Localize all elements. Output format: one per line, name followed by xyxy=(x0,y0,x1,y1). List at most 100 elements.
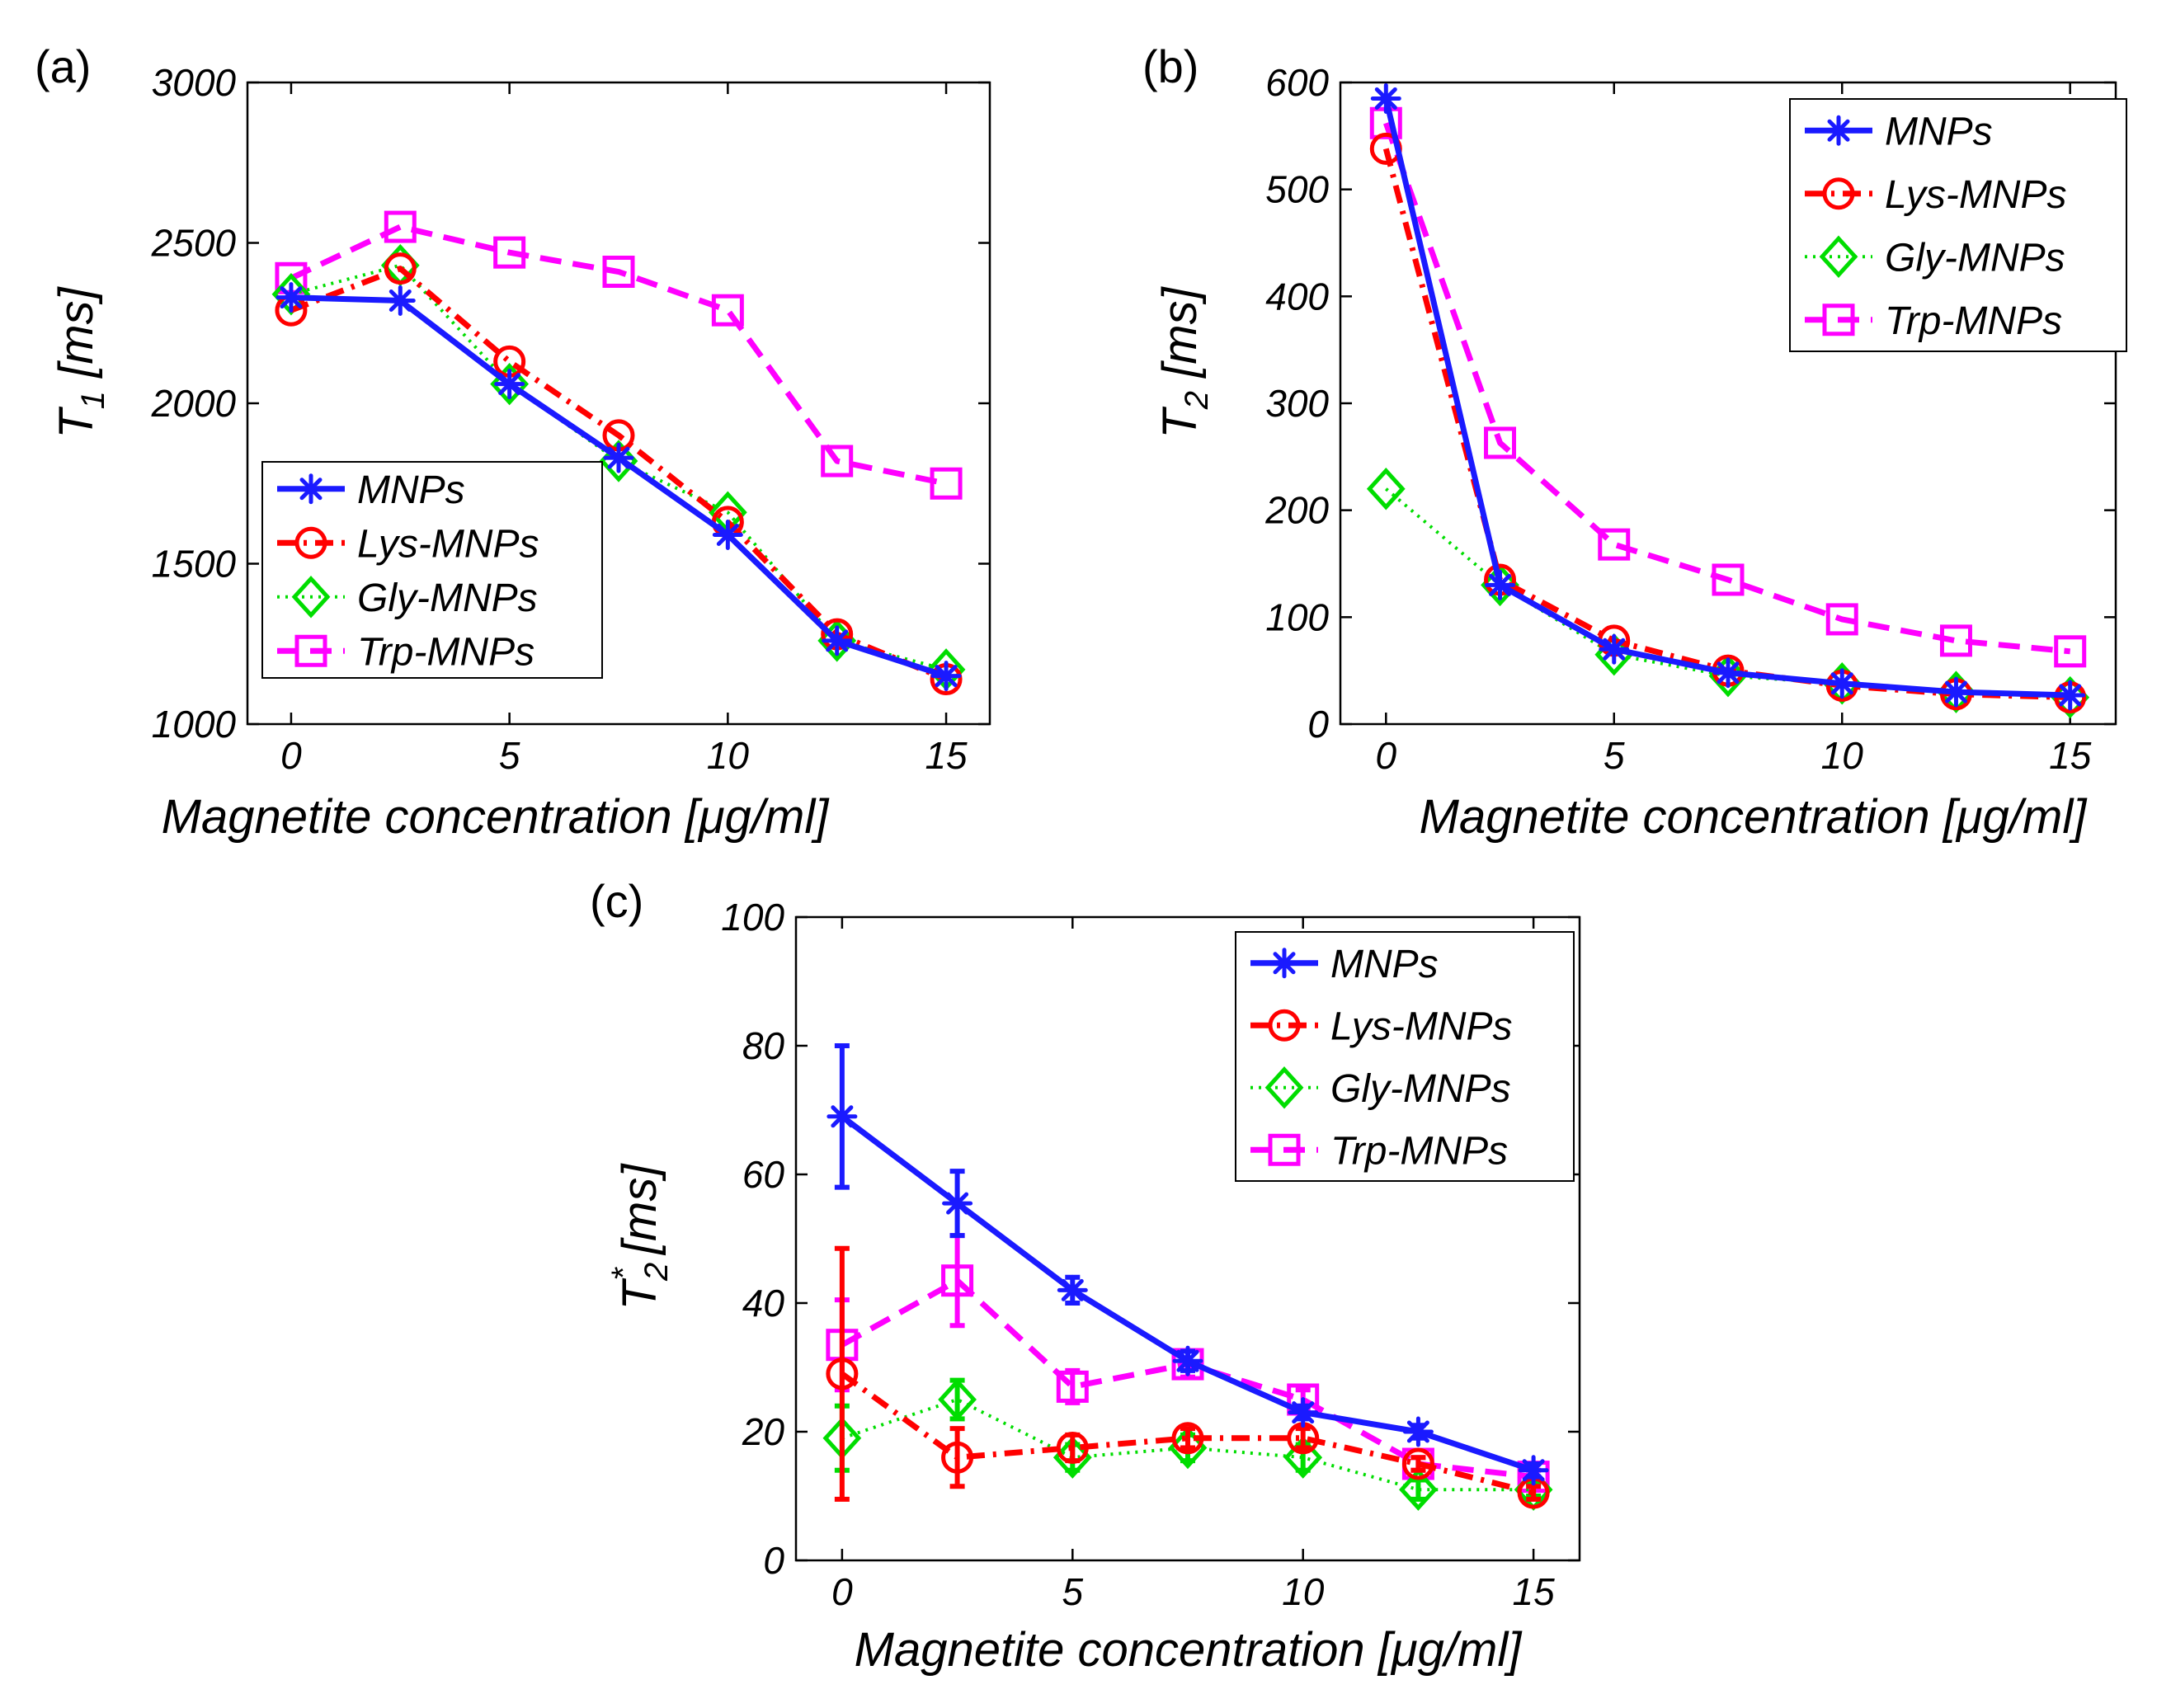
data-point-trp-mnps xyxy=(384,210,417,243)
legend-label-trp-mnps: Trp-MNPs xyxy=(1885,299,2062,343)
series-line-trp-mnps xyxy=(290,223,947,487)
data-point-trp-mnps xyxy=(1939,624,1972,657)
data-point-mnps xyxy=(942,1188,973,1219)
x-tick-label: 5 xyxy=(1062,1570,1083,1613)
data-point-trp-mnps xyxy=(1484,426,1517,459)
y-tick-label: 200 xyxy=(1264,489,1329,532)
x-tick-label: 0 xyxy=(1375,734,1396,777)
data-point-lys-mnps xyxy=(384,252,417,285)
data-point-gly-mnps xyxy=(1053,1436,1092,1479)
data-point-mnps xyxy=(1712,657,1744,689)
y-tick-label: 600 xyxy=(1265,61,1329,104)
data-point-gly-mnps xyxy=(1366,468,1406,511)
data-point-mnps xyxy=(384,285,416,317)
x-tick-label: 10 xyxy=(1821,734,1864,777)
data-point-mnps xyxy=(822,625,853,656)
data-point-mnps xyxy=(1940,676,1971,708)
y-tick-label: 100 xyxy=(721,896,784,939)
data-point-trp-mnps xyxy=(1712,563,1745,596)
x-tick-label: 10 xyxy=(1282,1570,1325,1613)
data-point-mnps xyxy=(826,1101,858,1132)
data-point-mnps xyxy=(1288,1397,1319,1428)
legend-label-mnps: MNPs xyxy=(1330,943,1439,986)
series-trp-mnps-a xyxy=(275,210,963,500)
legend-label-lys-mnps: Lys-MNPs xyxy=(1885,173,2066,217)
legend-b: MNPs Lys-MNPs Gly-MNPs Trp-MNPs xyxy=(1789,98,2127,352)
data-point-mnps xyxy=(1172,1345,1203,1376)
legend-marker-gly-mnps xyxy=(1819,235,1858,278)
data-point-mnps xyxy=(2055,680,2086,711)
legend-box xyxy=(1789,98,2127,352)
series-mnps-c xyxy=(826,1043,1549,1486)
x-tick-label: 15 xyxy=(2049,734,2092,777)
data-point-mnps xyxy=(1826,668,1858,699)
x-tick-label: 15 xyxy=(925,734,968,777)
y-axis-title-c: T2* [ms] xyxy=(605,1163,675,1310)
series-line-trp-mnps xyxy=(1382,122,2071,655)
legend-label-gly-mnps: Gly-MNPs xyxy=(357,576,538,620)
data-point-mnps xyxy=(1370,82,1401,114)
legend-marker-lys-mnps xyxy=(1268,1009,1301,1042)
legend-label-lys-mnps: Lys-MNPs xyxy=(357,522,539,566)
x-axis-title-b: Magnetite concentration [μg/ml] xyxy=(1420,790,2089,844)
series-mnps-b xyxy=(1370,82,2086,711)
y-tick-label: 20 xyxy=(742,1410,785,1453)
data-point-trp-mnps xyxy=(493,236,526,269)
data-point-mnps xyxy=(275,282,307,313)
legend-c: MNPs Lys-MNPs Gly-MNPs Trp-MNPs xyxy=(1235,931,1575,1182)
legend-marker-lys-mnps xyxy=(1822,177,1855,210)
y-tick-label: 2000 xyxy=(151,382,237,425)
y-axis-title-b: T2 [ms] xyxy=(1153,285,1215,438)
x-tick-label: 5 xyxy=(1604,734,1625,777)
panel-label-b: (b) xyxy=(1142,40,1199,92)
data-point-gly-mnps xyxy=(1168,1426,1208,1470)
panel-label-a: (a) xyxy=(35,40,91,92)
legend-marker-mnps xyxy=(295,473,327,505)
data-point-gly-mnps xyxy=(1399,1468,1438,1511)
data-point-trp-mnps xyxy=(930,467,963,500)
data-point-trp-mnps xyxy=(2054,635,2087,668)
data-point-gly-mnps xyxy=(817,619,857,662)
legend-label-gly-mnps: Gly-MNPs xyxy=(1885,236,2065,280)
y-tick-label: 80 xyxy=(742,1024,785,1067)
y-tick-label: 0 xyxy=(1307,703,1329,746)
legend-marker-gly-mnps xyxy=(291,576,331,619)
data-point-trp-mnps xyxy=(602,256,635,289)
panel-label-c: (c) xyxy=(590,875,643,927)
y-tick-label: 1500 xyxy=(152,543,237,586)
y-tick-label: 0 xyxy=(763,1539,784,1582)
data-point-lys-mnps xyxy=(826,1357,859,1390)
panel-b: 0 5 10 15 0 100 200 300 400 500 600 (b) Magnetite co… xyxy=(1142,40,2127,844)
y-tick-label: 3000 xyxy=(152,61,237,104)
data-point-trp-mnps xyxy=(1825,603,1858,636)
legend-marker-lys-mnps xyxy=(294,526,327,559)
data-point-trp-mnps xyxy=(821,445,854,478)
y-tick-label: 500 xyxy=(1265,168,1329,211)
legend-a: MNPs Lys-MNPs Gly-MNPs Trp-MNPs xyxy=(261,461,603,679)
x-tick-label: 10 xyxy=(707,734,750,777)
legend-label-trp-mnps: Trp-MNPs xyxy=(1330,1129,1508,1173)
legend-label-mnps: MNPs xyxy=(357,468,465,512)
x-tick-label: 5 xyxy=(499,734,520,777)
data-point-mnps xyxy=(1402,1416,1434,1447)
data-point-mnps xyxy=(712,519,743,550)
data-point-gly-mnps xyxy=(938,1378,977,1421)
legend-marker-trp-mnps xyxy=(294,634,327,667)
series-line-lys-mnps xyxy=(840,1371,1534,1496)
x-tick-label: 15 xyxy=(1513,1570,1556,1613)
panel-a: 0 5 10 15 1000 1500 2000 2500 3000 (a) Magnetite c… xyxy=(35,40,991,844)
data-point-mnps xyxy=(603,442,634,473)
y-tick-label: 300 xyxy=(1265,382,1329,425)
y-tick-label: 1000 xyxy=(152,703,237,746)
data-point-mnps xyxy=(930,661,962,692)
y-tick-label: 400 xyxy=(1265,275,1329,318)
data-point-trp-mnps xyxy=(941,1264,974,1297)
data-point-gly-mnps xyxy=(1283,1436,1323,1479)
legend-label-lys-mnps: Lys-MNPs xyxy=(1330,1005,1512,1048)
data-point-gly-mnps xyxy=(1481,563,1519,607)
y-tick-label: 100 xyxy=(1265,595,1329,638)
panel-c: 0 5 10 15 0 20 40 60 80 100 (c) Magnetite concentra… xyxy=(590,875,1581,1677)
data-point-mnps xyxy=(1057,1274,1088,1306)
series-mnps-a xyxy=(275,282,962,692)
